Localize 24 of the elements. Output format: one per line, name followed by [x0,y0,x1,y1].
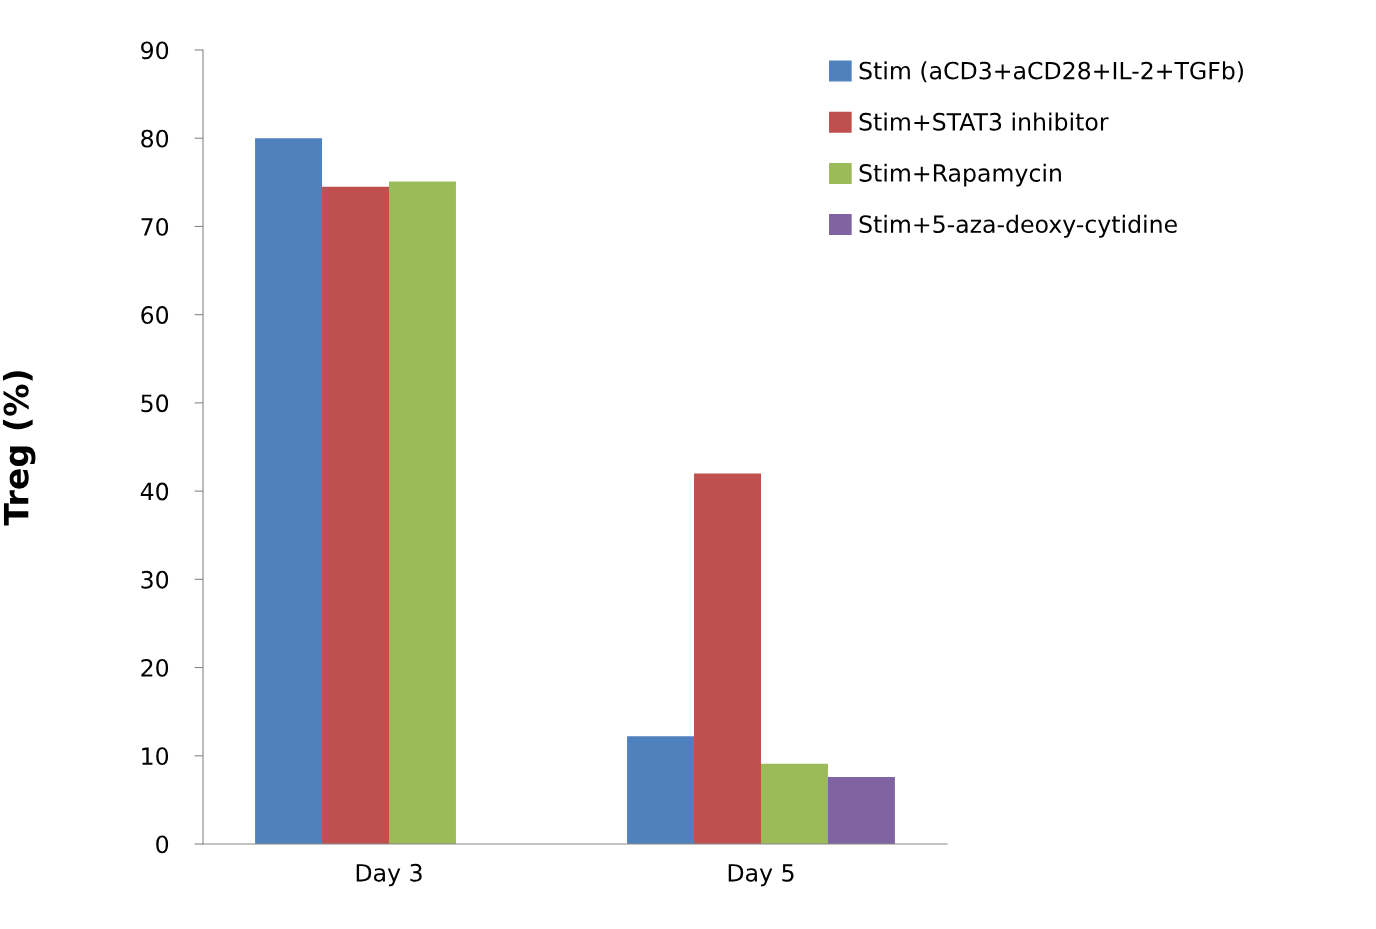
legend-label: Stim+Rapamycin [859,163,1061,187]
y-tick-label: 0 [156,835,169,854]
bar [322,186,389,844]
y-axis-title: Treg (%) [2,371,36,526]
legend-label: Stim+5-aza-deoxy-cytidine [859,214,1177,238]
y-tick-label: 60 [141,306,169,324]
y-tick-label: 90 [141,41,169,60]
legend-label: Stim (aCD3+aCD28+IL-2+TGFb) [859,61,1243,83]
y-tick-label: 30 [141,570,169,589]
y-tick-label: 40 [140,482,169,501]
x-tick-label: Day 3 [356,863,422,887]
legend-label: Stim+STAT3 inhibitor [859,112,1109,131]
y-tick-label: 50 [141,394,169,413]
bar [255,138,323,844]
y-tick-label: 20 [141,659,169,677]
y-tick-label: 10 [142,747,169,766]
bar [694,473,761,844]
bar [761,763,828,844]
y-tick-label: 80 [141,129,169,148]
bar [389,181,456,844]
x-tick-label: Day 5 [728,864,794,887]
y-tick-label: 70 [141,217,169,236]
bar [827,776,895,844]
bar [627,736,695,844]
